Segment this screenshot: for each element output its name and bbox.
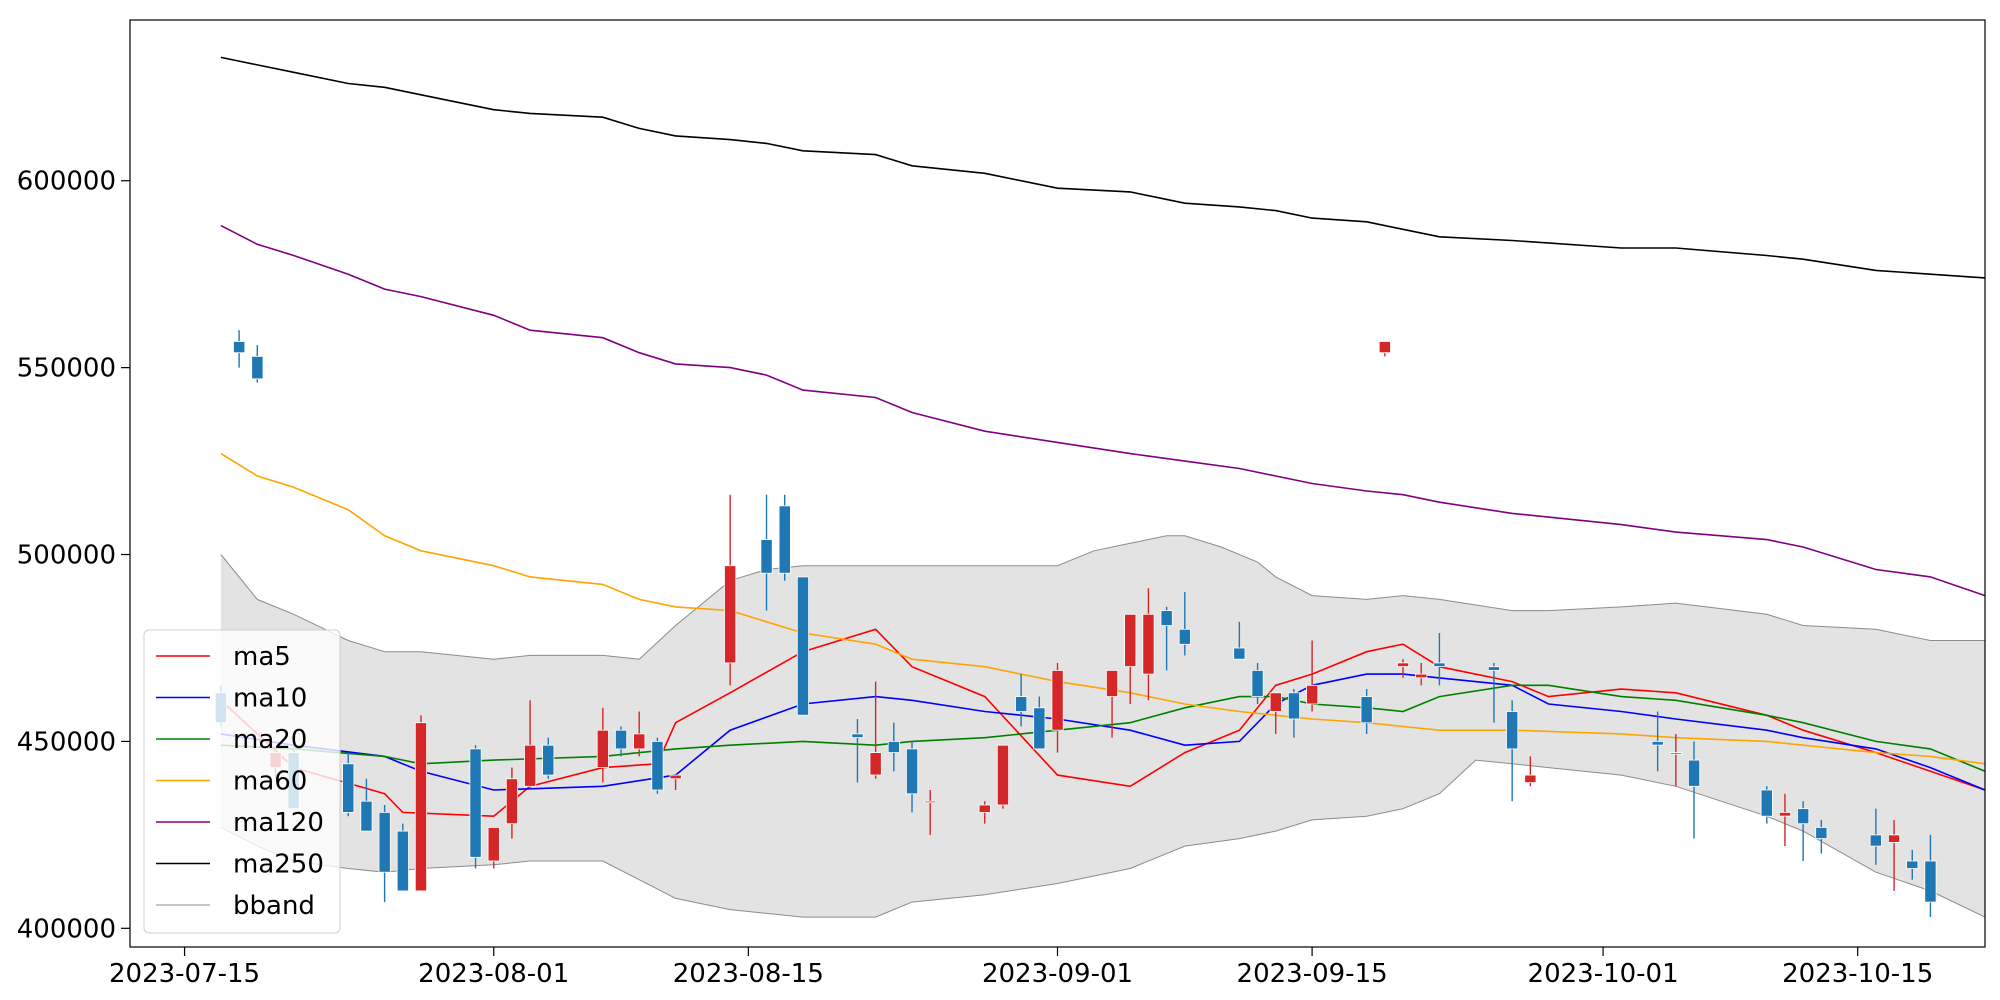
- candle-body: [778, 505, 791, 574]
- candle-body: [1378, 341, 1391, 354]
- candle-body: [542, 744, 555, 776]
- candle-body: [1051, 670, 1064, 731]
- candle-body: [1306, 684, 1319, 705]
- candle-body: [396, 830, 409, 892]
- legend: ma5 ma10 ma20 ma60 ma120 ma250 bband: [143, 629, 341, 934]
- candle-body: [342, 763, 355, 813]
- candle-body: [251, 355, 264, 380]
- candle-body: [924, 800, 937, 804]
- ma250-line: [220, 56, 1986, 279]
- candle-body: [1433, 662, 1446, 668]
- candle-body: [414, 722, 427, 892]
- candle-body: [996, 744, 1009, 806]
- candle-body: [1506, 711, 1519, 750]
- y-tick-label: 600000: [17, 167, 116, 197]
- candle-body: [487, 827, 500, 862]
- x-tick-label: 2023-10-01: [1528, 959, 1679, 989]
- legend-label-ma120: ma120: [233, 808, 324, 838]
- bband-upper-line: [220, 535, 1985, 660]
- candle-body: [1233, 647, 1246, 660]
- candle-body: [651, 741, 664, 791]
- legend-label-ma10: ma10: [233, 684, 307, 714]
- ma20-line: [220, 684, 1986, 773]
- legend-box: [143, 629, 341, 934]
- candle-body: [1415, 673, 1428, 679]
- legend-label-bband: bband: [233, 891, 315, 921]
- x-tick-label: 2023-09-15: [1237, 959, 1388, 989]
- candle-body: [869, 752, 882, 776]
- candle-body: [1287, 692, 1301, 720]
- candle-body: [669, 774, 682, 780]
- ma5-line: [220, 628, 1986, 818]
- x-tick-label: 2023-08-01: [418, 959, 569, 989]
- legend-label-ma20: ma20: [233, 725, 307, 755]
- candle-body: [1669, 752, 1682, 755]
- candle-body: [1815, 827, 1828, 840]
- candle-body: [1778, 812, 1792, 817]
- candle-body: [1360, 696, 1373, 724]
- candle-body: [633, 733, 646, 750]
- candle-body: [1142, 613, 1155, 675]
- candle-body: [1797, 808, 1810, 825]
- x-axis: 2023-07-15 2023-08-01 2023-08-15 2023-09-01…: [109, 947, 1933, 989]
- x-tick-label: 2023-09-01: [982, 959, 1133, 989]
- y-tick-label: 400000: [17, 914, 116, 944]
- candle-body: [1688, 759, 1701, 787]
- candle-body: [378, 812, 391, 873]
- candle-body: [524, 744, 537, 787]
- candle-body: [1487, 666, 1501, 671]
- candle-body: [1106, 670, 1119, 698]
- x-tick-label: 2023-07-15: [109, 959, 260, 989]
- candle-body: [1906, 860, 1919, 869]
- candle-body: [360, 800, 373, 832]
- candle-body: [796, 576, 809, 716]
- y-axis: 400000 450000 500000 550000 600000: [17, 167, 130, 944]
- y-tick-label: 550000: [17, 354, 116, 384]
- candle-body: [978, 804, 991, 813]
- candle-body: [1397, 662, 1410, 668]
- candle-body: [596, 729, 609, 769]
- candle-body: [1651, 741, 1664, 746]
- ma120-line: [220, 224, 1986, 597]
- candle-body: [1888, 834, 1901, 843]
- legend-label-ma250: ma250: [233, 850, 324, 880]
- x-tick-label: 2023-08-15: [673, 959, 824, 989]
- x-tick-label: 2023-10-15: [1782, 959, 1933, 989]
- candle-body: [1178, 628, 1191, 645]
- candle-body: [1033, 707, 1046, 750]
- candle-body: [1524, 774, 1537, 783]
- candle-body: [1269, 692, 1282, 712]
- candle-body: [887, 741, 900, 754]
- candle-body: [906, 748, 919, 795]
- candle-body: [469, 748, 482, 858]
- candle-body: [724, 565, 737, 664]
- candle-body: [1251, 670, 1264, 698]
- candle-body: [1015, 696, 1028, 712]
- candle-body: [505, 778, 518, 825]
- candle-body: [1124, 613, 1137, 667]
- candle-body: [760, 539, 773, 574]
- candles-layer: [214, 330, 1937, 918]
- legend-label-ma5: ma5: [233, 642, 291, 672]
- ma10-line: [220, 673, 1986, 791]
- candle-body: [1160, 610, 1173, 626]
- candle-body: [1924, 860, 1937, 903]
- y-tick-label: 500000: [17, 541, 116, 571]
- candle-body: [1869, 834, 1882, 847]
- y-tick-label: 450000: [17, 727, 116, 757]
- candle-body: [1760, 789, 1773, 817]
- bband-lower-line: [220, 759, 1986, 918]
- candle-body: [851, 733, 864, 739]
- candle-body: [233, 341, 246, 354]
- candle-body: [615, 729, 628, 750]
- legend-label-ma60: ma60: [233, 767, 307, 797]
